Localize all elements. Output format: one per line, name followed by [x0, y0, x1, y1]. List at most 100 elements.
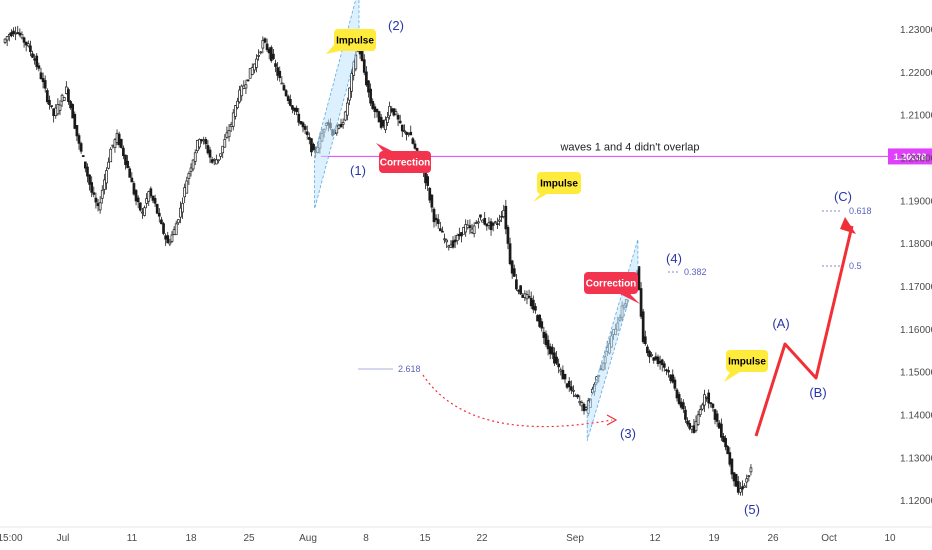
candle-body — [92, 192, 96, 195]
candle-body — [720, 423, 723, 438]
candle-body — [445, 239, 449, 243]
candle-body — [540, 321, 544, 329]
candle-body — [462, 227, 465, 235]
candle-body — [269, 47, 273, 61]
candle-body — [255, 58, 258, 68]
candle-body — [656, 356, 660, 364]
candle-body — [734, 473, 738, 487]
candle-body — [274, 63, 277, 67]
y-tick-label: 1.19000 — [900, 196, 932, 207]
candle-body — [749, 467, 753, 473]
candle-body — [432, 208, 436, 223]
candle-body — [24, 41, 28, 46]
candle-body — [388, 105, 391, 117]
y-tick-label: 1.16000 — [900, 325, 932, 336]
candle-body — [557, 363, 561, 368]
candle-body — [77, 135, 81, 144]
candle-body — [69, 101, 72, 109]
candle-body — [191, 159, 195, 170]
candle-body — [143, 207, 146, 216]
candle-body — [472, 225, 476, 234]
candle-body — [441, 230, 444, 233]
candle-body — [202, 139, 206, 142]
candle-body — [713, 409, 717, 420]
candle-body — [362, 59, 366, 73]
candle-body — [126, 160, 129, 168]
candle-body — [443, 238, 446, 241]
candle-body — [307, 137, 311, 140]
candle-body — [176, 219, 180, 224]
candle-body — [375, 108, 379, 113]
candle-body — [578, 401, 582, 404]
candle-body — [743, 485, 746, 488]
candle-body — [700, 404, 704, 410]
candle-body — [430, 194, 434, 208]
candle-body — [449, 244, 453, 248]
candle-body — [181, 202, 184, 213]
wave-label: (1) — [350, 163, 366, 178]
candle-body — [179, 207, 182, 218]
candle-body — [109, 148, 113, 163]
candle-body — [215, 159, 218, 165]
candle-body — [103, 179, 106, 190]
time-axis[interactable]: 15:00 Jul 11 18 25 Aug 8 15 22 Sep 12 19 26 Oct 10 — [0, 526, 932, 544]
price-axis[interactable]: 1.23000 1.22000 1.21000 1.20000 1.19000 1.180… — [900, 25, 932, 507]
y-tick-label: 1.20000 — [900, 154, 932, 165]
candle-body — [436, 219, 440, 224]
candle-body — [403, 130, 406, 132]
candle-body — [278, 70, 282, 78]
candle-body — [160, 219, 163, 225]
candle-body — [33, 58, 36, 61]
x-tick-label: 11 — [127, 533, 138, 544]
wave-label: (5) — [744, 502, 760, 517]
candle-body — [153, 198, 157, 204]
candle-body — [310, 138, 313, 153]
candle-body — [671, 374, 675, 383]
candle-body — [709, 402, 713, 405]
candle-body — [227, 130, 231, 138]
candle-body — [198, 139, 201, 148]
candle-body — [291, 105, 294, 110]
candle-body — [369, 88, 372, 104]
candle-body — [662, 363, 666, 368]
candle-body — [498, 219, 501, 222]
candle-body — [553, 352, 556, 364]
candle-body — [386, 116, 389, 123]
candle-body — [246, 79, 250, 82]
candle-body — [75, 125, 79, 137]
candle-body — [493, 221, 497, 224]
candle-body — [722, 436, 725, 442]
candle-body — [113, 139, 117, 148]
candle-body — [667, 370, 670, 373]
candle-body — [464, 224, 468, 233]
candle-body — [703, 394, 706, 406]
price-label-box — [888, 148, 932, 165]
bubble-tail — [376, 143, 392, 151]
candle-body — [166, 235, 170, 244]
candle-body — [474, 222, 478, 224]
candle-body — [534, 306, 537, 311]
wave-label: (C) — [834, 189, 852, 204]
bubble-box — [379, 151, 431, 173]
candle-body — [162, 223, 165, 234]
candle-body — [373, 106, 377, 112]
candle-body — [48, 99, 51, 105]
candle-body — [90, 182, 94, 193]
projection-arrowhead — [840, 217, 856, 234]
candle-body — [413, 143, 417, 149]
candle-body — [187, 172, 191, 179]
candle-body — [122, 147, 125, 157]
candle-body — [679, 401, 683, 408]
candle-body — [348, 87, 351, 101]
x-tick-label: Jul — [57, 533, 70, 544]
candle-body — [299, 121, 303, 125]
candle-body — [381, 119, 385, 127]
bubble-box — [334, 29, 376, 51]
candle-body — [297, 113, 301, 123]
candle-body — [502, 210, 506, 217]
candle-body — [365, 71, 368, 86]
candle-body — [730, 458, 734, 475]
candle-body — [409, 131, 413, 136]
candle-body — [424, 171, 427, 184]
candle-body — [405, 131, 408, 135]
